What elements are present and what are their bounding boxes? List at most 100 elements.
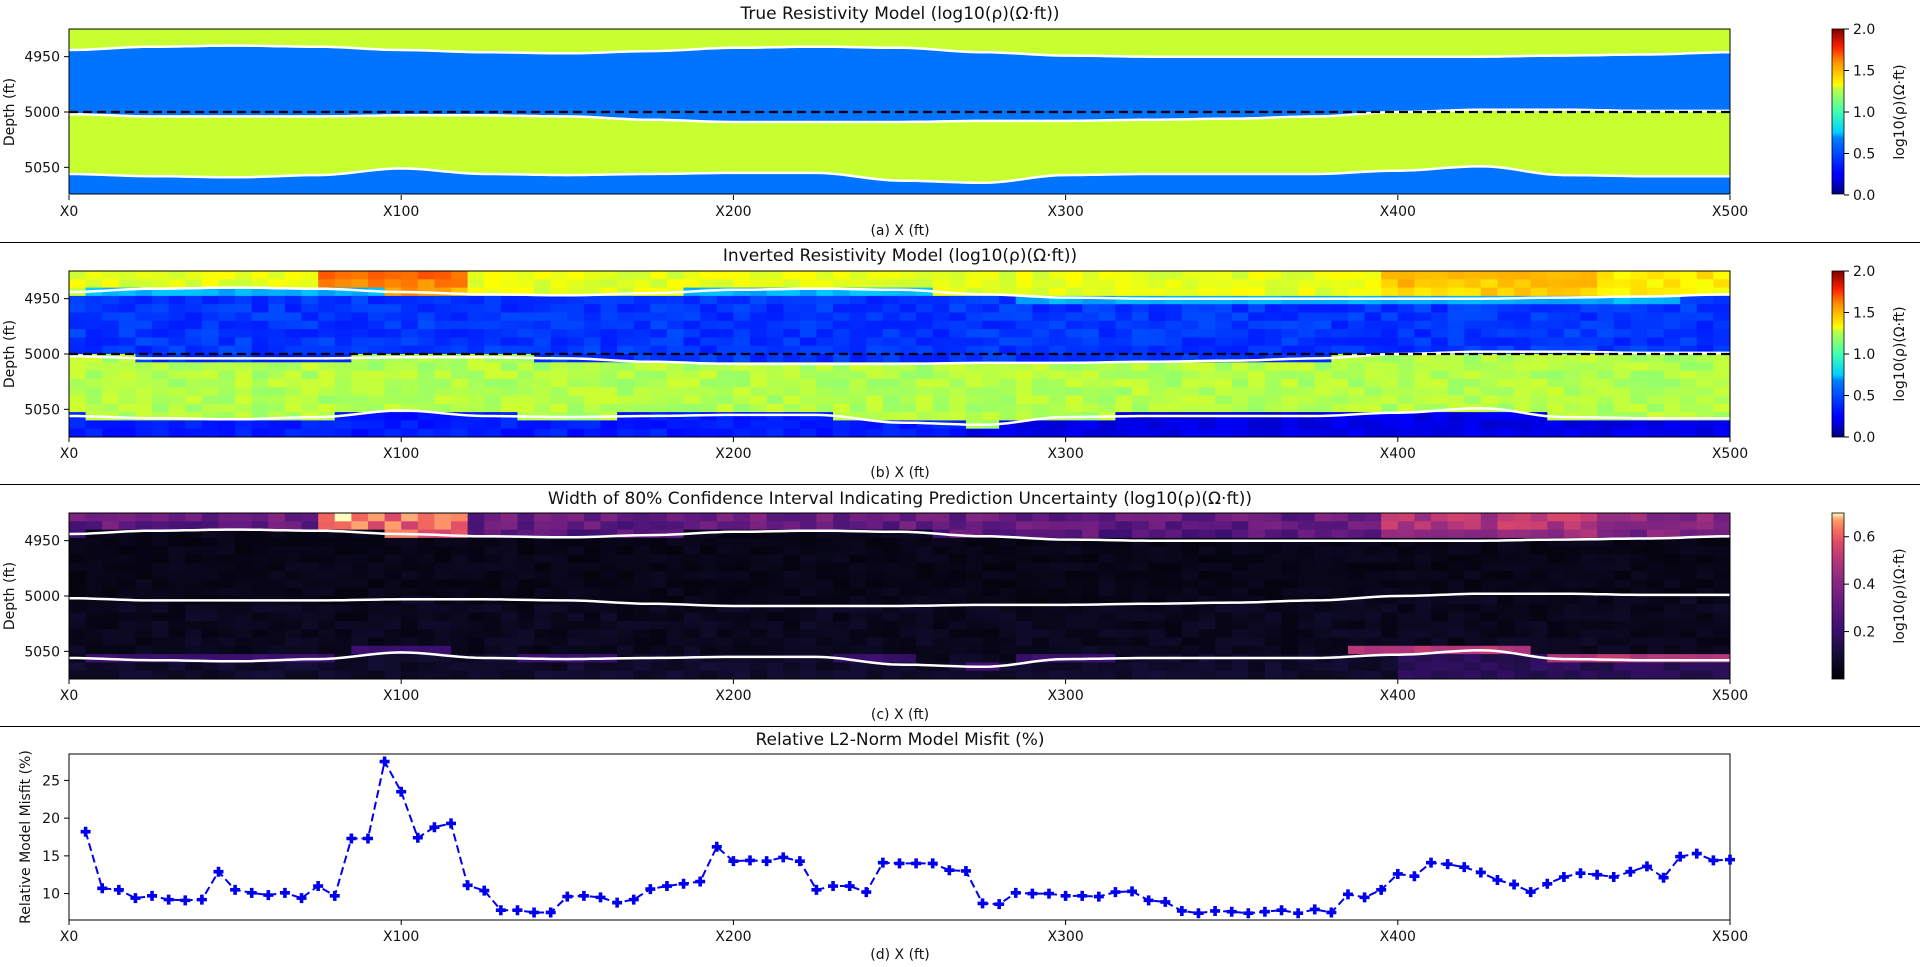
panel-c-cell — [750, 579, 768, 589]
panel-b-cell — [683, 420, 701, 430]
panel-c-cell — [1514, 637, 1532, 647]
panel-b-cell — [1630, 295, 1648, 305]
panel-c-cell — [517, 562, 535, 572]
panel-b-cell — [666, 337, 685, 347]
panel-c-cell — [866, 562, 884, 572]
panel-c-cell — [500, 662, 519, 672]
panel-c-cell — [185, 537, 203, 547]
panel-b-cell — [1447, 320, 1465, 330]
panel-c-cell — [417, 554, 436, 564]
panel-c-cell — [1048, 562, 1067, 572]
panel-c-cell — [1248, 637, 1266, 647]
panel-c-cell — [1514, 587, 1532, 597]
panel-b-cell — [152, 403, 170, 413]
panel-c-cell — [816, 554, 834, 564]
panel-b-cell — [135, 420, 153, 430]
panel-b-cell — [1065, 420, 1083, 430]
panel-c-cell — [1563, 629, 1582, 639]
panel-c-cell — [1680, 521, 1698, 531]
panel-c-cell — [716, 513, 734, 522]
panel-c-cell — [417, 662, 436, 672]
panel-c-cell — [284, 670, 303, 679]
panel-b-cell — [152, 362, 170, 372]
panel-c-cell — [284, 620, 303, 630]
panel-b-cell — [799, 312, 818, 322]
panel-b-cell — [1181, 312, 1200, 322]
panel-c-cell — [1248, 579, 1266, 589]
panel-b-cell — [666, 271, 685, 280]
panel-b-cell — [965, 362, 984, 372]
panel-c-cell — [1048, 587, 1067, 597]
panel-c-cell — [1132, 529, 1150, 539]
panel-b-cell — [534, 362, 552, 372]
panel-b-cell — [1514, 320, 1532, 330]
panel-b-cell — [1015, 304, 1033, 314]
panel-b-cell — [534, 329, 552, 338]
panel-c-cell — [1231, 513, 1249, 522]
panel-b-cell — [1082, 395, 1100, 405]
panel-b-cell — [318, 312, 336, 322]
panel-c-cell — [750, 521, 768, 531]
panel-b-cell — [1098, 295, 1117, 305]
panel-c-cell — [666, 513, 685, 522]
panel-b-cell — [152, 304, 170, 314]
panel-c-cell — [1497, 521, 1515, 531]
panel-b-cell — [284, 320, 303, 330]
panel-b-cell — [152, 370, 170, 380]
panel-b-cell — [1547, 403, 1565, 413]
panel-b-cell — [766, 304, 784, 314]
panel-b-cell — [1198, 354, 1216, 363]
panel-b-cell — [833, 354, 851, 363]
panel-c-cell — [1248, 670, 1266, 679]
panel-b-cell — [235, 287, 253, 297]
panel-c-cell — [351, 537, 369, 547]
panel-c-cell — [1497, 554, 1515, 564]
panel-b-cell — [1480, 329, 1499, 338]
panel-b-cell — [484, 287, 502, 297]
panel-b-cell — [102, 329, 120, 338]
panel-b-cell — [251, 345, 269, 355]
panel-b-cell — [1613, 395, 1631, 405]
panel-c-cell — [1314, 645, 1332, 655]
panel-c-cell — [750, 670, 768, 679]
panel-c-cell — [284, 637, 303, 647]
panel-c-cell — [833, 554, 851, 564]
panel-b-cell — [85, 312, 103, 322]
panel-b-cell — [965, 329, 984, 338]
panel-b-cell — [1048, 354, 1067, 363]
panel-b-cell — [534, 337, 552, 347]
misfit-point — [1426, 857, 1437, 868]
panel-c-cell — [633, 546, 651, 556]
panel-b-cell — [583, 345, 602, 355]
panel-b-cell — [932, 337, 950, 347]
panel-c-cell — [69, 670, 87, 679]
panel-b-cell — [700, 320, 718, 330]
panel-c-cell — [367, 562, 386, 572]
panel-c-cell — [85, 637, 103, 647]
panel-b-cell — [500, 312, 519, 322]
panel-b-cell — [1680, 370, 1698, 380]
panel-c-cell — [218, 637, 236, 647]
panel-b-cell — [235, 337, 253, 347]
panel-b-cell — [1597, 279, 1615, 289]
panel-b-cell — [1530, 287, 1548, 297]
panel-c-cell — [1530, 546, 1548, 556]
panel-b-cell — [1331, 362, 1349, 372]
panel-b-cell — [1414, 420, 1432, 430]
panel-c-cell — [750, 537, 768, 547]
panel-b-cell — [1397, 271, 1416, 280]
panel-b-cell — [69, 362, 87, 372]
panel-b-cell — [1646, 312, 1665, 322]
panel-c-cell — [1713, 571, 1730, 580]
panel-b-cell — [318, 345, 336, 355]
panel-b-cell — [251, 304, 269, 314]
panel-c-cell — [700, 620, 718, 630]
panel-c-cell — [999, 629, 1017, 639]
panel-c-cell — [69, 546, 87, 556]
panel-b-cell — [700, 312, 718, 322]
panel-c-cell — [550, 604, 568, 614]
panel-c-cell — [1464, 571, 1482, 580]
panel-b-cell — [949, 428, 967, 437]
panel-b-cell — [1115, 345, 1133, 355]
panel-b-cell — [849, 378, 867, 388]
